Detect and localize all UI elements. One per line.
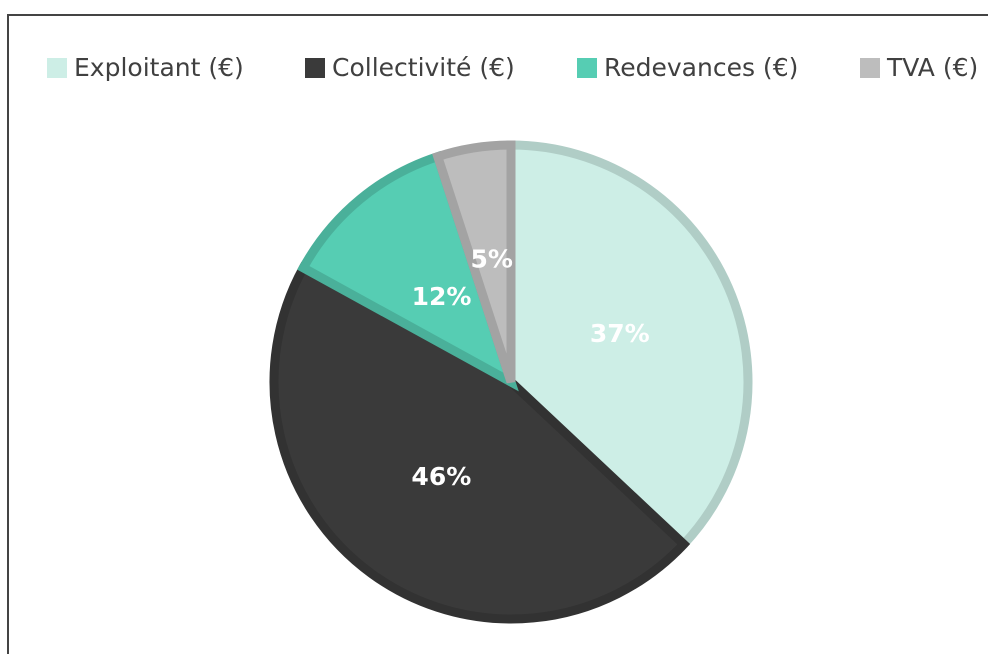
legend-swatch: [860, 58, 880, 78]
data-label: 5%: [470, 244, 512, 273]
legend-swatch: [305, 58, 325, 78]
data-label: 46%: [411, 462, 471, 491]
legend-label: Redevances (€): [604, 53, 798, 82]
legend-label: Exploitant (€): [74, 53, 244, 82]
pie-slice: [269, 261, 691, 624]
legend-label: TVA (€): [886, 53, 978, 82]
pie-slice: [506, 140, 753, 551]
pie-slice: [432, 140, 516, 384]
legend-swatch: [47, 58, 67, 78]
pie: 37% 46% 12% 5%: [269, 140, 753, 624]
data-label: 12%: [412, 282, 472, 311]
legend: Exploitant (€) Collectivité (€) Redevances…: [47, 53, 978, 82]
legend-label: Collectivité (€): [332, 53, 515, 82]
data-label: 37%: [590, 319, 650, 348]
pie-slice: [297, 150, 519, 392]
legend-swatch: [577, 58, 597, 78]
